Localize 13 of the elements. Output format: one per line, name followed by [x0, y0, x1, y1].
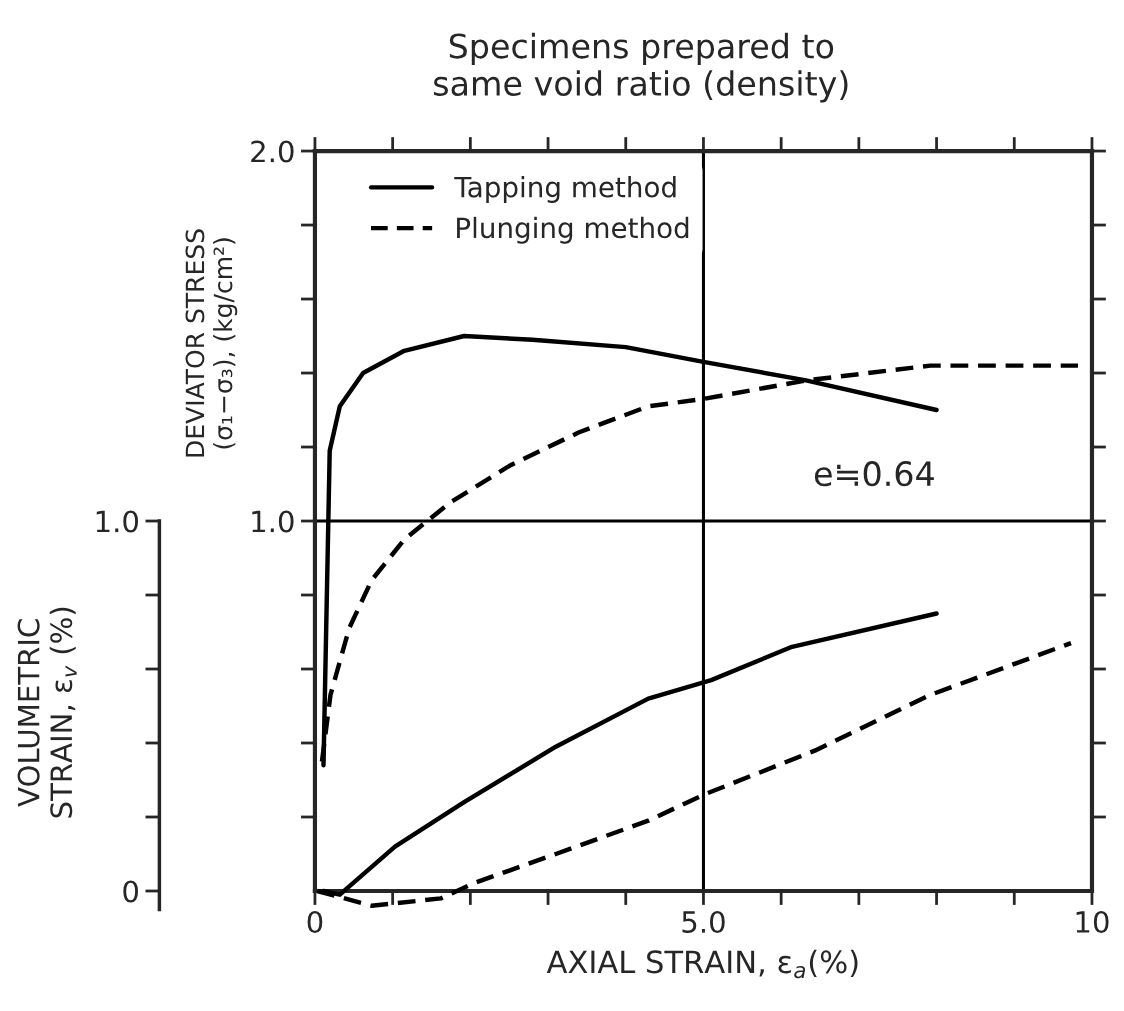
legend-label: Plunging method: [457, 216, 689, 244]
annotation: e≒0.64: [814, 461, 934, 487]
x-axis-title: AXIAL STRAIN, ε$_{a}$(%): [546, 949, 858, 979]
legend-label: Tapping method: [454, 176, 676, 203]
x-tick-label: 5.0: [682, 910, 725, 934]
chart-title: Specimens prepared to same void ratio (density): [434, 32, 848, 103]
y-axis-title: DEVIATOR STRESS (σ₁−σ₃), (kg/cm²): [185, 229, 238, 457]
y2-axis-title: VOLUMETRIC STRAIN, ε$_{v}$ (%): [17, 607, 77, 818]
x-tick-label: 10: [1076, 910, 1109, 934]
y2-tick-label: 1.0: [96, 510, 139, 533]
y-tick-label: 2.0: [251, 140, 294, 163]
x-tick-label: 0: [307, 910, 323, 934]
y2-tick-label: 0: [123, 880, 139, 903]
